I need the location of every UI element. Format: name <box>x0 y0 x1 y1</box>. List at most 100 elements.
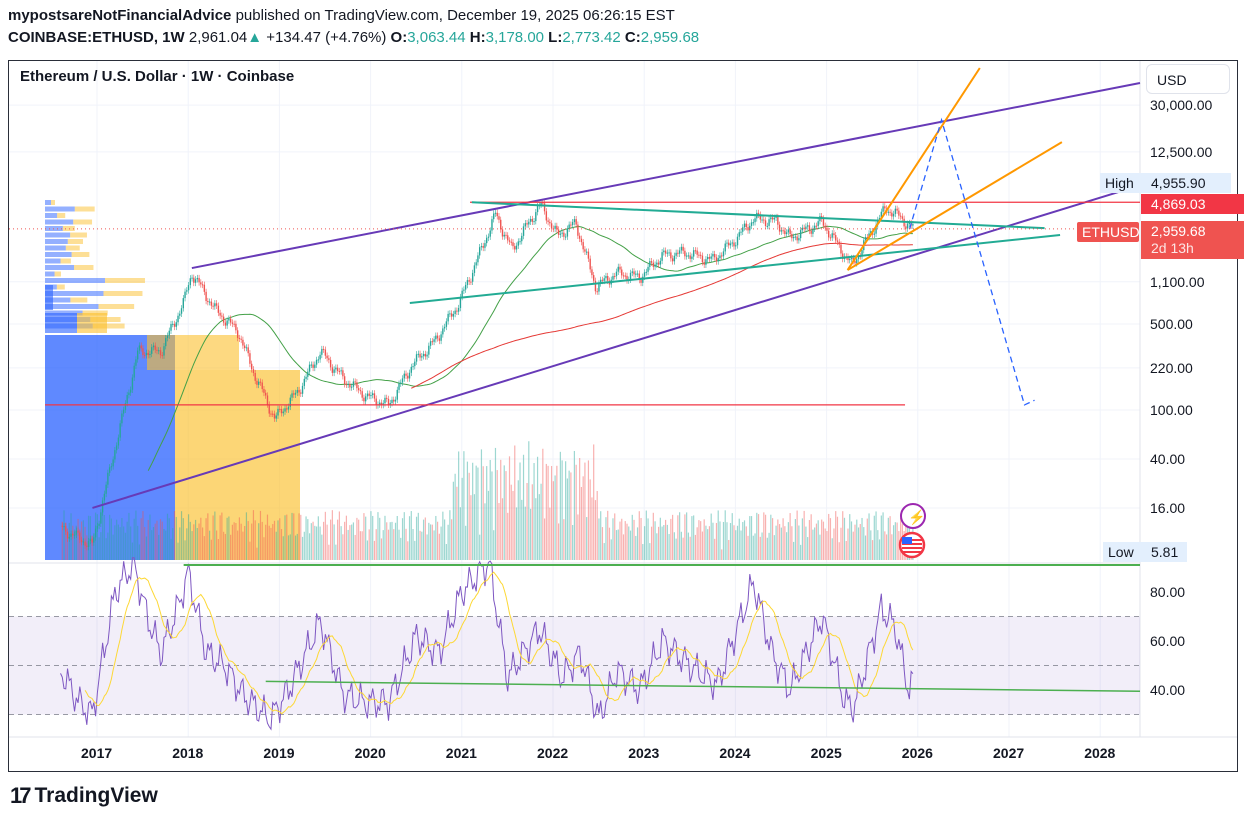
volume-bar <box>235 522 237 560</box>
volume-bar <box>317 516 319 560</box>
volume-profile-bar <box>45 239 68 244</box>
candle <box>79 532 81 540</box>
volume-bar <box>102 512 104 560</box>
volume-bar <box>589 479 591 560</box>
candle <box>243 345 246 348</box>
candle <box>638 273 640 280</box>
candle <box>692 250 695 257</box>
candle <box>419 353 421 358</box>
candle <box>577 224 579 236</box>
volume-bar <box>661 526 663 560</box>
candle <box>268 404 270 414</box>
open-label: O: <box>390 29 408 46</box>
candle <box>240 338 242 340</box>
volume-bar <box>107 532 109 560</box>
candle <box>789 229 791 235</box>
candle <box>382 403 384 406</box>
volume-bar <box>801 518 803 560</box>
candle <box>84 541 86 546</box>
volume-bar <box>619 521 621 560</box>
candle <box>121 413 123 424</box>
volume-profile-bar <box>45 200 51 205</box>
volume-bar <box>103 515 105 560</box>
volume-bar <box>384 515 386 560</box>
volume-bar <box>400 537 402 560</box>
candle <box>875 224 877 234</box>
candle <box>659 260 662 265</box>
tradingview-logo[interactable]: 17 TradingView <box>10 783 158 809</box>
candle <box>142 348 144 356</box>
candle <box>170 323 172 331</box>
volume-bar <box>252 510 255 560</box>
currency-button[interactable]: USD <box>1146 64 1230 94</box>
volume-bar <box>151 530 153 560</box>
candle <box>486 237 488 244</box>
candle <box>215 303 218 306</box>
candle <box>105 484 107 494</box>
volume-bar <box>640 517 642 560</box>
candle <box>180 308 183 314</box>
trendline-drawing <box>847 141 1063 271</box>
volume-bar <box>493 530 495 560</box>
candle <box>822 218 825 226</box>
volume-bar <box>177 542 179 560</box>
volume-bar <box>693 515 695 560</box>
candle <box>110 466 113 468</box>
candle <box>861 250 863 257</box>
candle <box>803 227 805 230</box>
volume-bar <box>291 512 293 560</box>
candle <box>780 230 783 232</box>
lightning-glyph: ⚡ <box>908 509 925 526</box>
volume-bar <box>407 541 409 560</box>
volume-bar <box>752 535 754 560</box>
candle <box>131 377 134 390</box>
author[interactable]: mypostsareNotFinancialAdvice <box>8 7 232 24</box>
candle <box>280 408 283 414</box>
volume-bar <box>803 510 805 560</box>
volume-bar <box>864 535 867 560</box>
volume-bar <box>168 518 170 560</box>
candle <box>561 232 563 234</box>
time-tick: 2023 <box>628 745 660 761</box>
volume-bar <box>314 525 316 560</box>
candle <box>331 367 334 373</box>
candle <box>671 258 674 262</box>
volume-bar <box>468 472 470 560</box>
candle <box>144 355 146 357</box>
volume-bar <box>524 506 526 560</box>
volume-bar <box>689 536 691 560</box>
candle <box>791 234 793 239</box>
volume-profile-block <box>45 335 175 560</box>
volume-bar <box>210 539 212 560</box>
candle <box>433 339 435 342</box>
candle <box>856 259 858 264</box>
candle <box>387 398 390 405</box>
candle <box>198 277 200 283</box>
candle <box>273 413 276 419</box>
candle <box>328 358 330 360</box>
volume-bar <box>444 519 446 560</box>
volume-bar <box>429 524 432 560</box>
candle <box>617 266 619 272</box>
candle <box>799 230 802 239</box>
candle <box>415 354 418 362</box>
rsi-trendline <box>265 680 1141 692</box>
candle <box>456 310 458 312</box>
volume-bar <box>363 513 365 560</box>
candle <box>714 253 716 258</box>
candle <box>372 393 374 396</box>
volume-profile-bar <box>70 297 88 303</box>
candle <box>354 381 356 383</box>
candle <box>649 261 651 267</box>
candle <box>80 539 83 542</box>
volume-bar <box>170 538 172 560</box>
chart-frame[interactable] <box>8 60 1238 772</box>
candle <box>596 291 598 293</box>
candle <box>189 278 192 286</box>
volume-bar <box>289 534 291 560</box>
volume-bar <box>815 523 818 560</box>
candle <box>517 241 519 246</box>
time-tick: 2021 <box>445 745 477 761</box>
candle <box>91 538 93 543</box>
